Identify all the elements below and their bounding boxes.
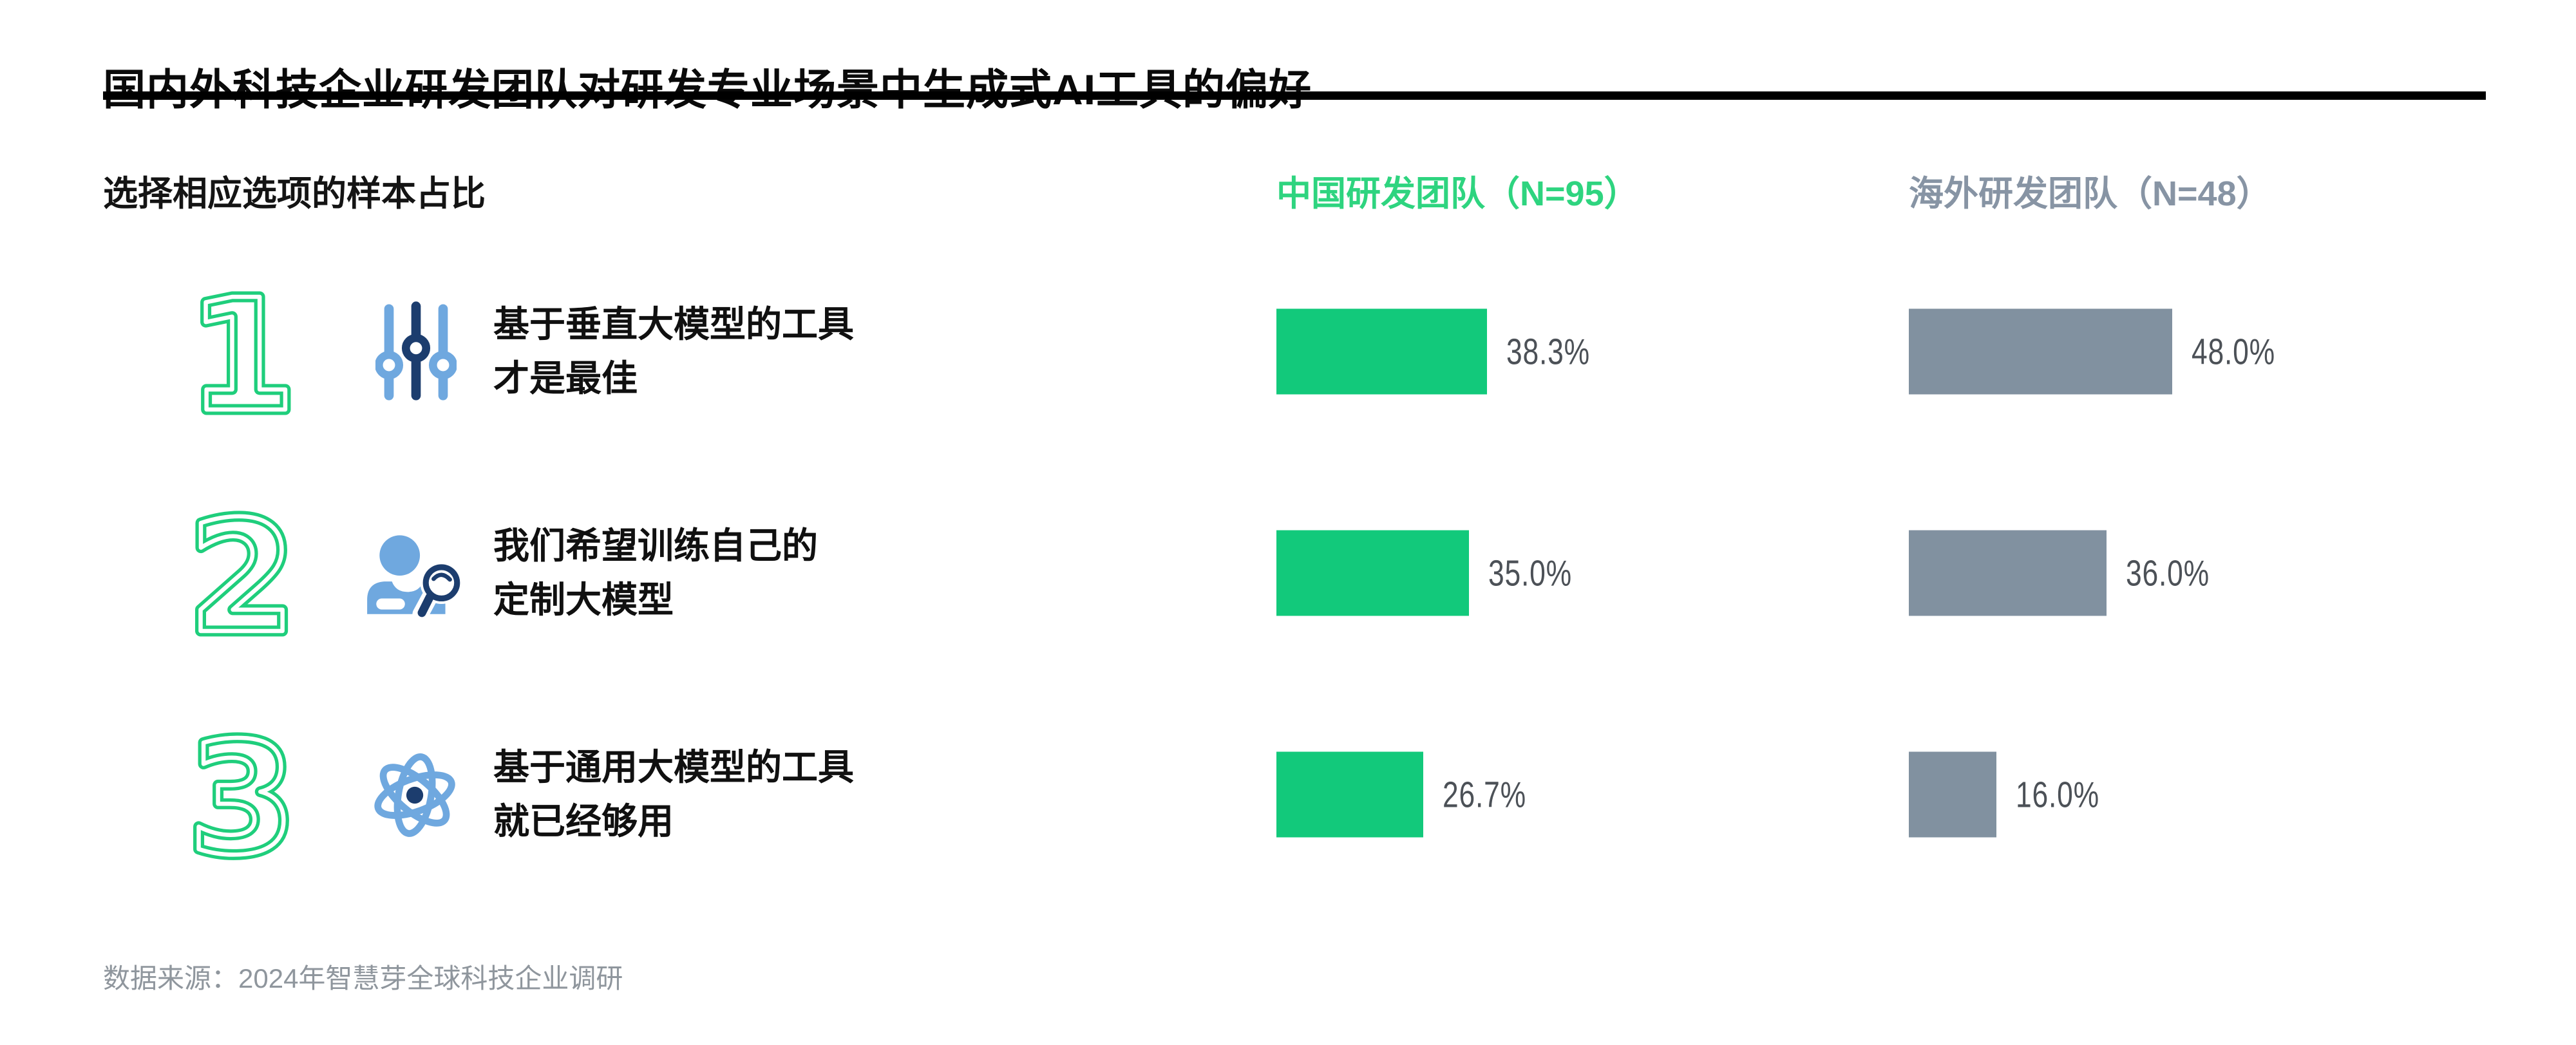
option-label: 基于垂直大模型的工具 才是最佳 [493,297,854,406]
svg-text:2: 2 [189,487,296,668]
rank-number: 2 2 [183,482,301,673]
option-icon [358,743,474,846]
svg-text:2: 2 [189,487,296,668]
overseas-bar [1909,308,2172,395]
svg-text:3: 3 [189,709,296,889]
title-underline [103,91,2486,100]
china-value-label: 26.7% [1443,774,1526,815]
china-bar-group: 35.0% [1276,530,1596,616]
rank-number-glyph: 2 2 [183,482,301,673]
overseas-bar-group: 16.0% [1909,751,2123,838]
china-value-label: 35.0% [1488,552,1572,594]
option-row: 1 1 基于垂直大模型的工具 才是最佳 38.3% 48.0% [0,241,2576,462]
sliders-icon [375,301,457,400]
option-icon [358,300,474,403]
rank-number-glyph: 3 3 [183,704,301,895]
option-label-line2: 才是最佳 [493,358,638,399]
option-label-line2: 就已经够用 [493,801,674,842]
china-bar-group: 26.7% [1276,751,1550,838]
option-icon [358,522,474,625]
axis-caption: 选择相应选项的样本占比 [103,174,486,213]
china-bar [1276,530,1469,616]
option-label-line1: 基于垂直大模型的工具 [493,304,854,344]
option-label-line1: 基于通用大模型的工具 [493,747,854,787]
legend-china: 中国研发团队（N=95） [1276,174,1639,213]
overseas-value-label: 48.0% [2192,331,2275,372]
options-list: 1 1 基于垂直大模型的工具 才是最佳 38.3% 48.0% [0,241,2576,905]
overseas-bar-group: 36.0% [1909,530,2233,616]
overseas-value-label: 16.0% [2016,774,2099,815]
chart-title: 国内外科技企业研发团队对研发专业场景中生成式AI工具的偏好 [103,66,1312,114]
rank-number-glyph: 1 1 [183,261,301,452]
option-label: 基于通用大模型的工具 就已经够用 [493,740,854,849]
atom-icon [374,753,455,837]
overseas-value-label: 36.0% [2126,552,2210,594]
user-search-icon [367,535,463,622]
overseas-bar [1909,751,1996,838]
rank-number: 3 3 [183,704,301,895]
option-label-line1: 我们希望训练自己的 [493,525,818,566]
data-source-note: 数据来源：2024年智慧芽全球科技企业调研 [103,963,623,993]
svg-text:1: 1 [189,266,296,446]
option-label-line2: 定制大模型 [493,579,674,620]
svg-text:1: 1 [189,266,296,446]
rank-number: 1 1 [183,261,301,452]
china-bar [1276,751,1423,838]
legend-overseas: 海外研发团队（N=48） [1909,174,2271,213]
svg-text:3: 3 [189,709,296,889]
option-row: 3 3 基于通用大模型的工具 就已经够用 26.7% 16.0% [0,684,2576,905]
china-bar [1276,308,1487,395]
overseas-bar-group: 48.0% [1909,308,2299,395]
overseas-bar [1909,530,2107,616]
option-label: 我们希望训练自己的 定制大模型 [493,519,818,627]
china-value-label: 38.3% [1506,331,1590,372]
option-row: 2 2 我们希望训练自己的 定制大模型 35.0% 36.0% [0,462,2576,684]
china-bar-group: 38.3% [1276,308,1614,395]
